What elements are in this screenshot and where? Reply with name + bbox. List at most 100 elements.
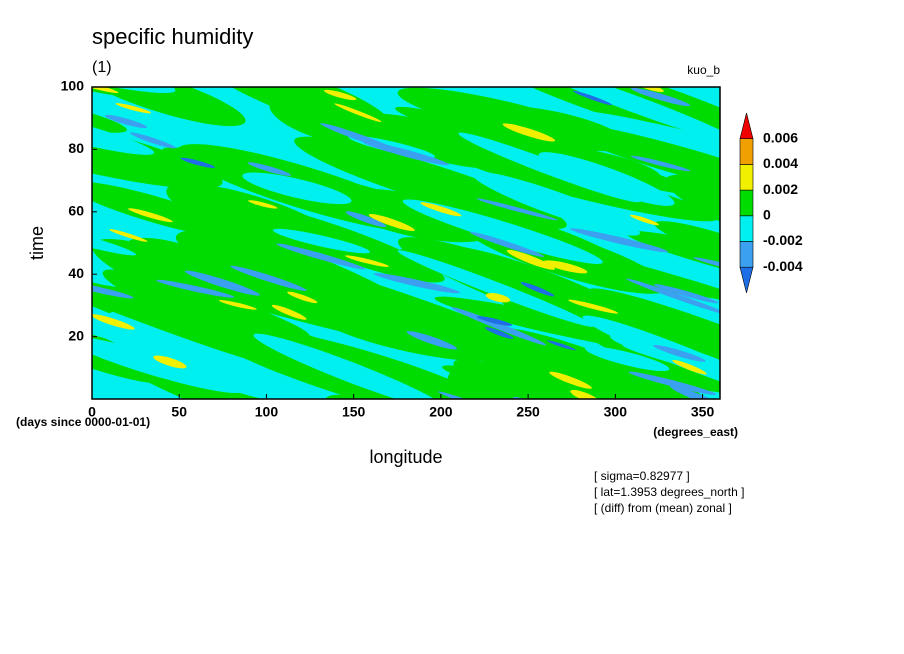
field-high [568, 299, 619, 314]
field-lowest [520, 282, 555, 297]
x-tick-label: 350 [691, 404, 715, 420]
field-negative [578, 110, 720, 158]
field-positive [92, 87, 246, 127]
field-high [271, 304, 307, 320]
field-positive [175, 230, 336, 286]
y-tick-label: 40 [68, 265, 84, 281]
x-tick-label: 50 [171, 404, 187, 420]
field-positive [625, 230, 720, 301]
field-positive [133, 265, 436, 350]
field-high [368, 213, 415, 232]
field-positive [654, 221, 720, 272]
x-units: (degrees_east) [653, 425, 738, 439]
field-positive [92, 96, 127, 133]
field-low [230, 265, 307, 291]
y-tick-label: 60 [68, 203, 84, 219]
field-lowest [572, 90, 613, 106]
y-tick-label: 80 [68, 140, 84, 156]
field-high [570, 389, 600, 399]
colorbar-label: 0.004 [763, 155, 798, 171]
field-high [345, 255, 389, 267]
field-low [247, 162, 292, 176]
case-label: kuo_b [687, 63, 720, 77]
y-tick-label: 100 [61, 78, 85, 94]
field-negative [527, 87, 720, 144]
field-positive [397, 237, 662, 343]
field-high [334, 103, 382, 123]
x-tick-label: 250 [516, 404, 540, 420]
field-low [451, 307, 547, 346]
field-high [485, 293, 511, 303]
field-high [305, 62, 341, 80]
field-lowest [180, 157, 215, 168]
field-positive [484, 106, 627, 152]
field-low [438, 391, 497, 399]
colorbar-label: -0.004 [763, 258, 803, 274]
field-high [115, 103, 152, 114]
field-high [420, 202, 462, 217]
field-low [129, 132, 176, 149]
field-negative [272, 228, 370, 254]
field-high [473, 61, 507, 78]
field-negative [471, 171, 640, 236]
annotation: [ sigma=0.82977 ] [594, 469, 690, 483]
field-negative [92, 209, 137, 256]
field-low [669, 385, 720, 399]
field-positive [623, 310, 720, 388]
field-low [693, 257, 720, 279]
field-high [92, 314, 135, 330]
field-high [719, 87, 720, 93]
field-lowest [476, 316, 513, 326]
field-lowest [547, 340, 576, 351]
field-low [184, 270, 260, 296]
colorbar-arrow [739, 266, 754, 293]
field-positive [92, 240, 199, 320]
field-high [287, 291, 318, 304]
field-negative [402, 199, 603, 264]
y-tick-label: 20 [68, 327, 84, 343]
field-low [30, 353, 77, 373]
colorbar-arrow [739, 112, 754, 139]
field-high [627, 87, 664, 93]
field-negative [585, 346, 670, 372]
y-units: (days since 0000-01-01) [16, 415, 150, 429]
colorbar-box [739, 164, 754, 191]
field-negative [397, 250, 594, 327]
field-positive [102, 269, 264, 340]
field-high [323, 89, 357, 101]
x-axis-label: longitude [369, 447, 442, 467]
field-high [109, 229, 148, 242]
field-negative [458, 132, 640, 203]
field-positive [219, 339, 451, 399]
field-positive [92, 107, 223, 189]
field-high [128, 208, 173, 223]
annotation: [ lat=1.3953 degrees_north ] [594, 485, 744, 499]
field-high [629, 214, 660, 226]
field-high [502, 123, 556, 142]
x-tick-label: 100 [255, 404, 279, 420]
field-negative [92, 294, 169, 352]
field-high [672, 359, 707, 375]
field-low [476, 198, 558, 221]
x-tick-label: 150 [342, 404, 366, 420]
field-low [653, 284, 719, 304]
field-low [92, 282, 134, 299]
field-negative [92, 100, 155, 155]
field-high [506, 249, 555, 270]
field-high [543, 260, 588, 274]
field-low [569, 228, 668, 253]
colorbar-label: 0.006 [763, 129, 798, 145]
plot-frame [91, 86, 721, 400]
x-tick-label: 300 [604, 404, 628, 420]
annotation: [ (diff) from (mean) zonal ] [594, 501, 732, 515]
field-low [631, 87, 691, 107]
colorbar-label: 0.002 [763, 181, 798, 197]
field-low [320, 123, 399, 152]
field-low [104, 114, 148, 129]
field-low [653, 344, 706, 362]
colorbar-label: 0 [763, 207, 771, 223]
field-high [218, 300, 257, 310]
x-tick-label: 0 [88, 404, 96, 420]
field-negative [242, 172, 352, 205]
